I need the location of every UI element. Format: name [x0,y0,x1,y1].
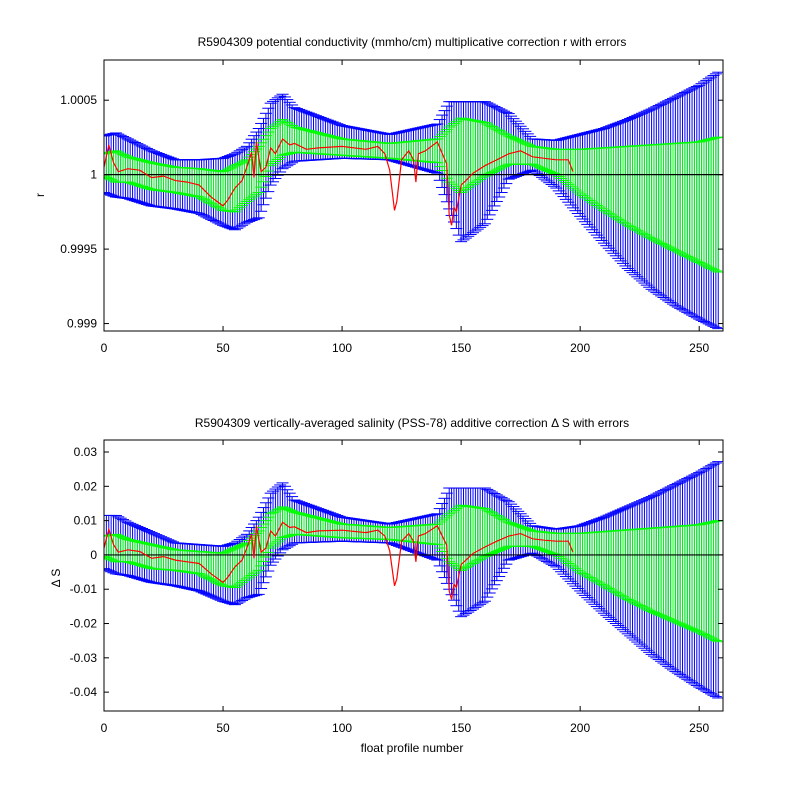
salinity-x-tick-label: 100 [332,721,352,735]
conductivity-chart-title: R5904309 potential conductivity (mmho/cm… [198,35,627,49]
conductivity-y-axis-label: r [33,193,47,197]
conductivity-series-group [104,71,723,330]
conductivity-correction-line [104,137,574,226]
conductivity-y-tick-label: 1.0005 [60,93,97,107]
salinity-y-axis-label: Δ S [49,569,63,588]
conductivity-x-tick-label: 50 [216,341,230,355]
salinity-axes-frame [103,439,724,712]
salinity-chart-title: R5904309 vertically-averaged salinity (P… [195,416,629,430]
salinity-inner-error-bars [104,504,723,643]
conductivity-y-tick-label: 0.9995 [60,242,97,256]
salinity-y-tick-label: -0.02 [70,617,98,631]
salinity-correction-line [104,521,574,600]
conductivity-x-tick-label: 200 [570,341,590,355]
salinity-x-tick-label: 50 [216,721,230,735]
conductivity-correction-panel: R5904309 potential conductivity (mmho/cm… [33,35,724,355]
salinity-series-group [104,461,723,699]
salinity-x-tick-label: 200 [570,721,590,735]
salinity-correction-panel: R5904309 vertically-averaged salinity (P… [49,416,724,755]
salinity-x-tick-label: 0 [101,721,108,735]
conductivity-x-tick-label: 0 [101,341,108,355]
conductivity-x-tick-label: 150 [451,341,471,355]
salinity-y-tick-label: -0.01 [70,582,98,596]
conductivity-outer-error-bars [104,71,723,330]
salinity-x-tick-label: 150 [451,721,471,735]
salinity-y-tick-label: 0.03 [74,445,98,459]
conductivity-x-tick-label: 100 [332,341,352,355]
salinity-x-axis-label: float profile number [361,741,464,755]
salinity-y-tick-label: 0.02 [74,479,98,493]
salinity-y-tick-label: -0.04 [70,685,98,699]
conductivity-axes-frame [103,59,724,332]
salinity-x-tick-label: 250 [689,721,709,735]
conductivity-y-tick-label: 1 [90,168,97,182]
salinity-y-tick-label: 0.01 [74,514,98,528]
conductivity-plot-area: 0 50 100 150 200 250 0.999 0.9995 1 1.0005 [60,59,724,355]
salinity-plot-area: 0 50 100 150 200 250 -0.04 -0.03 -0.02 -0.01 0 0.01… [70,439,724,735]
conductivity-x-tick-label: 250 [689,341,709,355]
conductivity-y-tick-label: 0.999 [67,317,97,331]
salinity-y-tick-label: -0.03 [70,651,98,665]
salinity-y-tick-label: 0 [90,548,97,562]
